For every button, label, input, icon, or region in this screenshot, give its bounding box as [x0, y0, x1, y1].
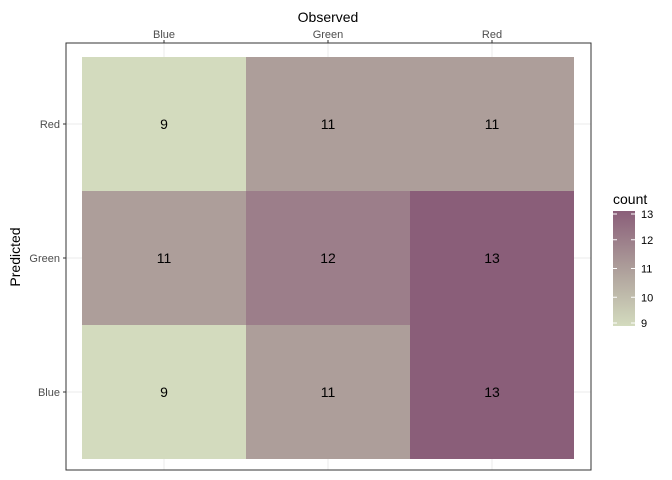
cell-value-label: 12 — [320, 250, 336, 266]
legend-tick-label: 13 — [641, 209, 653, 221]
heatmap-cell — [246, 191, 410, 325]
cell-value-label: 9 — [160, 116, 168, 132]
legend-title: count — [613, 191, 647, 207]
legend-tick-label: 10 — [641, 292, 653, 304]
cell-value-label: 11 — [321, 116, 336, 132]
cell-value-label: 11 — [321, 384, 336, 400]
cell-value-label: 13 — [484, 384, 500, 400]
y-axis: Red Green Blue — [29, 119, 66, 399]
heatmap-cell — [82, 191, 246, 325]
x-tick-label: Blue — [153, 29, 175, 41]
heatmap-tiles — [82, 57, 574, 459]
legend-tick-label: 11 — [641, 264, 652, 276]
y-tick-label: Red — [40, 119, 60, 131]
heatmap-cell — [410, 57, 574, 191]
legend: count 13 12 11 10 9 — [613, 191, 653, 330]
cell-value-label: 11 — [485, 116, 500, 132]
heatmap-cell — [82, 325, 246, 459]
legend-tick-label: 12 — [641, 235, 653, 247]
legend-ticks: 13 12 11 10 9 — [613, 209, 653, 330]
cell-value-label: 11 — [157, 250, 172, 266]
heatmap-cell — [410, 191, 574, 325]
x-axis-title: Observed — [298, 9, 359, 25]
heatmap-cell — [246, 325, 410, 459]
cell-value-label: 13 — [484, 250, 500, 266]
y-axis-title: Predicted — [7, 227, 23, 286]
heatmap-cell — [246, 57, 410, 191]
heatmap-cell — [82, 57, 246, 191]
cell-value-label: 9 — [160, 384, 168, 400]
heatmap-cell — [410, 325, 574, 459]
legend-tick-label: 9 — [641, 318, 647, 330]
y-tick-label: Blue — [38, 387, 60, 399]
legend-colorbar — [613, 211, 635, 326]
x-axis: Blue Green Red — [153, 29, 502, 43]
y-tick-label: Green — [29, 253, 60, 265]
x-tick-label: Green — [313, 29, 344, 41]
x-tick-label: Red — [482, 29, 502, 41]
heatmap-value-labels: 9 11 11 11 12 13 9 11 13 — [157, 116, 500, 400]
